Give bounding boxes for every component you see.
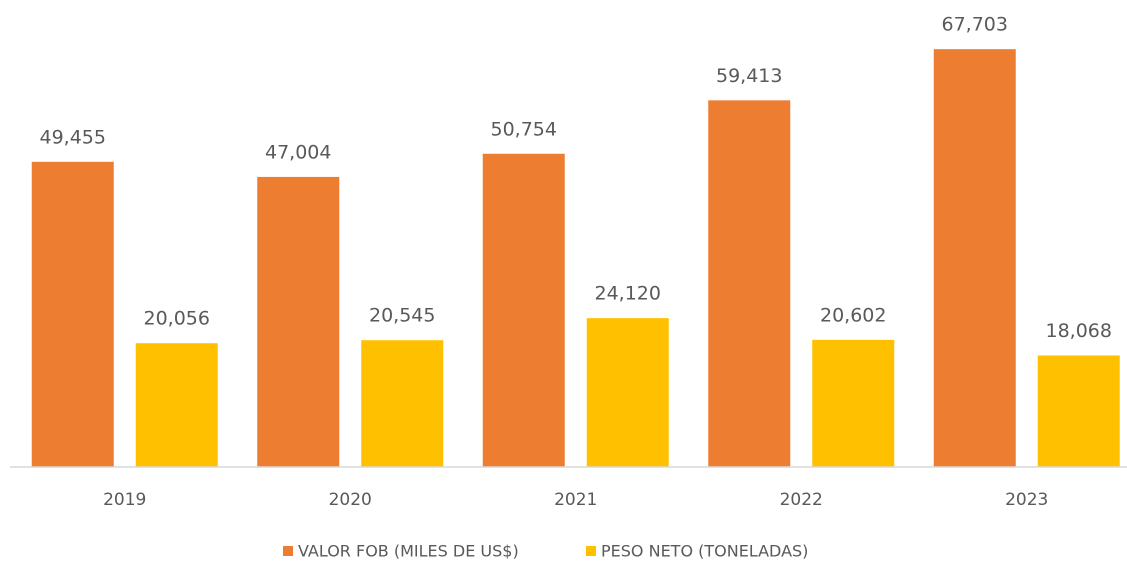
bar [482, 153, 565, 467]
data-label: 59,413 [716, 65, 782, 87]
bar [361, 340, 444, 467]
legend-label: PESO NETO (TONELADAS) [601, 542, 808, 561]
bar [135, 343, 218, 467]
bar [257, 176, 340, 468]
data-label: 47,004 [265, 141, 331, 163]
bar [812, 339, 895, 467]
bar [1037, 355, 1120, 467]
legend-label: VALOR FOB (MILES DE US$) [298, 542, 519, 561]
data-label: 20,602 [820, 304, 886, 326]
data-label: 20,545 [369, 305, 435, 327]
data-label: 67,703 [942, 14, 1008, 36]
data-label: 49,455 [40, 126, 106, 148]
x-tick-label: 2022 [780, 490, 823, 510]
bar [933, 49, 1016, 467]
data-label: 18,068 [1046, 320, 1112, 342]
bar [31, 161, 114, 468]
data-label: 24,120 [595, 283, 661, 305]
bar [708, 100, 791, 467]
x-tick-label: 2021 [554, 490, 597, 510]
legend-swatch [283, 546, 293, 556]
data-label: 20,056 [144, 308, 210, 330]
data-label: 50,754 [491, 118, 557, 140]
x-tick-label: 2020 [329, 490, 372, 510]
x-tick-label: 2019 [103, 490, 146, 510]
legend-swatch [586, 546, 596, 556]
bar [586, 318, 669, 467]
x-tick-label: 2023 [1005, 490, 1048, 510]
